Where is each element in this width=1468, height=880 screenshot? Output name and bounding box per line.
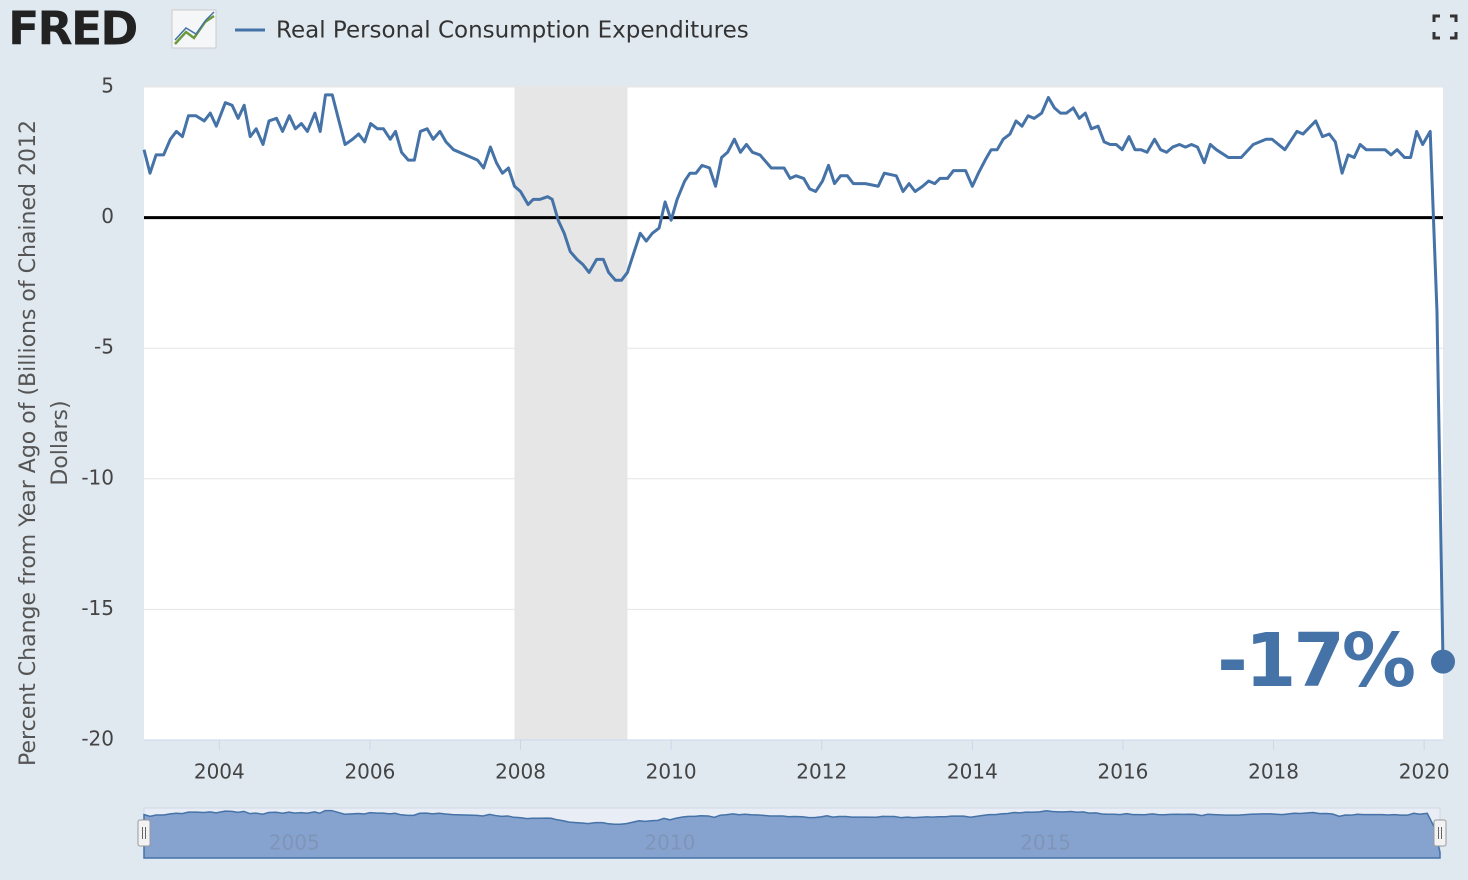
navigator-label: 2015: [1020, 831, 1071, 855]
x-tick-label: 2018: [1248, 760, 1299, 784]
navigator-handle[interactable]: [137, 819, 151, 847]
y-tick-label: -15: [81, 596, 114, 620]
y-tick-label: 0: [101, 204, 114, 228]
navigator-label: 2010: [644, 831, 695, 855]
legend-label: Real Personal Consumption Expenditures: [276, 18, 749, 44]
navigator-area: [143, 809, 1441, 859]
logo: FRED: [8, 2, 136, 56]
annotation: -17%: [1217, 618, 1414, 704]
fullscreen-icon[interactable]: [1432, 14, 1458, 40]
plot-area: [144, 87, 1443, 740]
y-tick-label: 5: [101, 74, 114, 98]
y-tick-label: -10: [81, 465, 114, 489]
navigator-label: 2005: [269, 831, 320, 855]
end-marker: [1431, 649, 1455, 674]
x-tick-label: 2016: [1098, 760, 1149, 784]
x-tick-label: 2008: [495, 760, 546, 784]
x-tick-label: 2020: [1399, 760, 1450, 784]
x-tick-label: 2004: [194, 760, 245, 784]
y-tick-label: -5: [94, 335, 114, 359]
y-tick-label: -20: [81, 727, 114, 751]
recession-band: [514, 87, 628, 740]
series-line: [142, 93, 1445, 662]
navigator-handle[interactable]: [1433, 819, 1447, 847]
x-tick-label: 2014: [947, 760, 998, 784]
logo-icon: [171, 9, 217, 49]
x-tick-label: 2012: [796, 760, 847, 784]
x-tick-label: 2010: [646, 760, 697, 784]
x-tick-label: 2006: [344, 760, 395, 784]
y-axis-label: Percent Change from Year Ago of (Billion…: [16, 120, 73, 766]
